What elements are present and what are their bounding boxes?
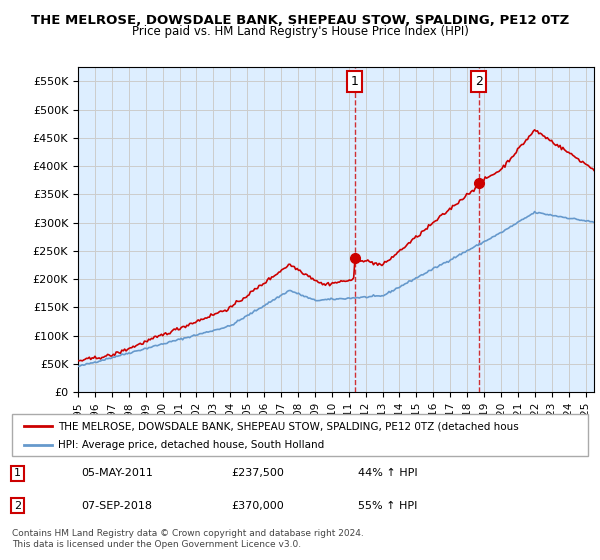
Text: THE MELROSE, DOWSDALE BANK, SHEPEAU STOW, SPALDING, PE12 0TZ (detached hous: THE MELROSE, DOWSDALE BANK, SHEPEAU STOW… [58,421,519,431]
Text: 07-SEP-2018: 07-SEP-2018 [81,501,152,511]
Text: 55% ↑ HPI: 55% ↑ HPI [358,501,417,511]
Text: 44% ↑ HPI: 44% ↑ HPI [358,468,417,478]
Text: HPI: Average price, detached house, South Holland: HPI: Average price, detached house, Sout… [58,440,325,450]
Text: 2: 2 [14,501,22,511]
Text: £370,000: £370,000 [231,501,284,511]
Text: 05-MAY-2011: 05-MAY-2011 [81,468,153,478]
Text: Contains HM Land Registry data © Crown copyright and database right 2024.
This d: Contains HM Land Registry data © Crown c… [12,529,364,549]
Text: THE MELROSE, DOWSDALE BANK, SHEPEAU STOW, SPALDING, PE12 0TZ: THE MELROSE, DOWSDALE BANK, SHEPEAU STOW… [31,14,569,27]
Text: 2: 2 [475,75,482,88]
Text: 1: 1 [14,468,21,478]
Text: Price paid vs. HM Land Registry's House Price Index (HPI): Price paid vs. HM Land Registry's House … [131,25,469,38]
FancyBboxPatch shape [12,414,588,456]
Text: £237,500: £237,500 [231,468,284,478]
Text: 1: 1 [350,75,359,88]
